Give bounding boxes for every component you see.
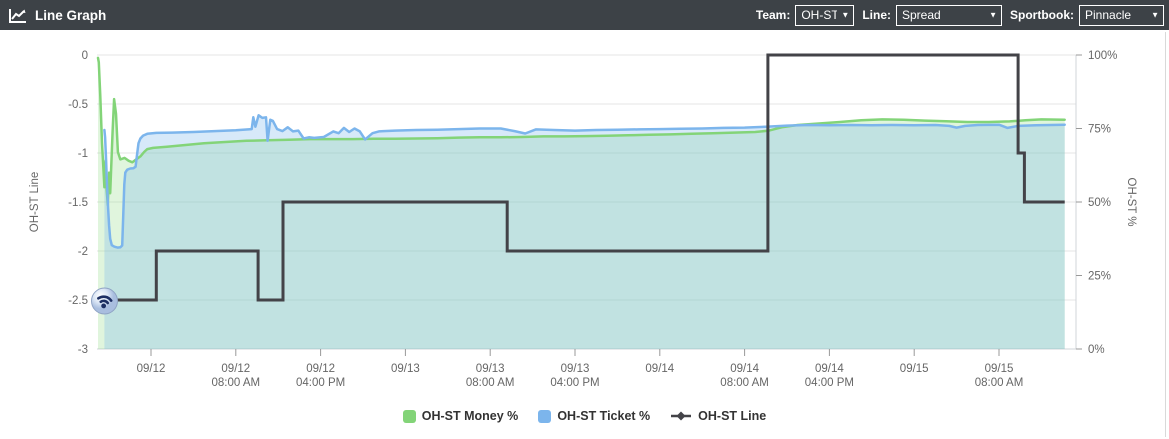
svg-text:OH-ST %: OH-ST % [1125,178,1137,227]
svg-text:09/14: 09/14 [730,363,759,375]
svg-text:09/15: 09/15 [900,363,929,375]
svg-text:75%: 75% [1088,124,1111,136]
titlebar: Line Graph Team: OH-ST Line: Spread Spor… [0,0,1169,30]
svg-text:-2.5: -2.5 [68,295,88,307]
svg-text:0%: 0% [1088,344,1105,356]
svg-text:09/13: 09/13 [476,363,505,375]
svg-text:100%: 100% [1088,50,1117,62]
line-chart-icon [9,8,27,23]
svg-text:09/13: 09/13 [561,363,590,375]
line-graph-plot[interactable]: 0 -0.5 -1 -1.5 -2 -2.5 -3 100% 75% 50% 25% 0% 09/12 0… [0,30,1169,439]
legend-item-money[interactable]: OH-ST Money % [402,409,519,423]
legend-item-line[interactable]: OH-ST Line [670,409,766,423]
sportbook-select-wrap: Pinnacle [1079,4,1164,26]
svg-text:-3: -3 [78,344,88,356]
rss-watermark-icon [91,287,118,315]
sportbook-label: Sportbook: [1010,8,1074,22]
svg-text:09/12: 09/12 [137,363,166,375]
sportbook-select[interactable]: Pinnacle [1079,4,1164,26]
page-title: Line Graph [35,7,107,23]
line-select[interactable]: Spread [896,4,1002,26]
svg-text:0: 0 [82,50,88,62]
svg-text:OH-ST Line: OH-ST Line [29,172,41,233]
svg-text:-1.5: -1.5 [68,197,88,209]
svg-text:08:00 AM: 08:00 AM [212,377,261,389]
team-select-wrap: OH-ST [795,4,855,26]
svg-text:08:00 AM: 08:00 AM [466,377,515,389]
svg-text:25%: 25% [1088,271,1111,283]
svg-text:09/14: 09/14 [815,363,844,375]
legend-item-ticket[interactable]: OH-ST Ticket % [538,409,650,423]
svg-text:04:00 PM: 04:00 PM [296,377,345,389]
team-select[interactable]: OH-ST [795,4,855,26]
svg-text:08:00 AM: 08:00 AM [720,377,769,389]
svg-text:-0.5: -0.5 [68,99,88,111]
chart-legend: OH-ST Money % OH-ST Ticket % OH-ST Line [0,405,1169,427]
svg-text:-1: -1 [78,148,88,160]
team-label: Team: [755,8,791,22]
titlebar-left: Line Graph [0,8,106,23]
money-swatch [402,409,416,423]
svg-text:-2: -2 [78,246,88,258]
legend-label-line: OH-ST Line [698,409,767,423]
titlebar-controls: Team: OH-ST Line: Spread Sportbook: Pinn… [748,4,1169,26]
line-select-wrap: Spread [896,4,1002,26]
svg-text:04:00 PM: 04:00 PM [550,377,599,389]
chart-area: 0 -0.5 -1 -1.5 -2 -2.5 -3 100% 75% 50% 25% 0% 09/12 0… [0,30,1169,439]
line-series-marker-icon [670,410,692,422]
svg-text:09/13: 09/13 [391,363,420,375]
ticket-swatch [538,409,552,423]
svg-text:09/14: 09/14 [645,363,674,375]
svg-text:09/12: 09/12 [306,363,335,375]
right-edge-divider [1165,32,1166,437]
svg-text:04:00 PM: 04:00 PM [805,377,854,389]
svg-text:50%: 50% [1088,197,1111,209]
legend-label-ticket: OH-ST Ticket % [557,409,651,423]
legend-label-money: OH-ST Money % [421,409,519,423]
line-label: Line: [862,8,891,22]
svg-text:08:00 AM: 08:00 AM [975,377,1024,389]
svg-text:09/15: 09/15 [985,363,1014,375]
svg-text:09/12: 09/12 [221,363,250,375]
